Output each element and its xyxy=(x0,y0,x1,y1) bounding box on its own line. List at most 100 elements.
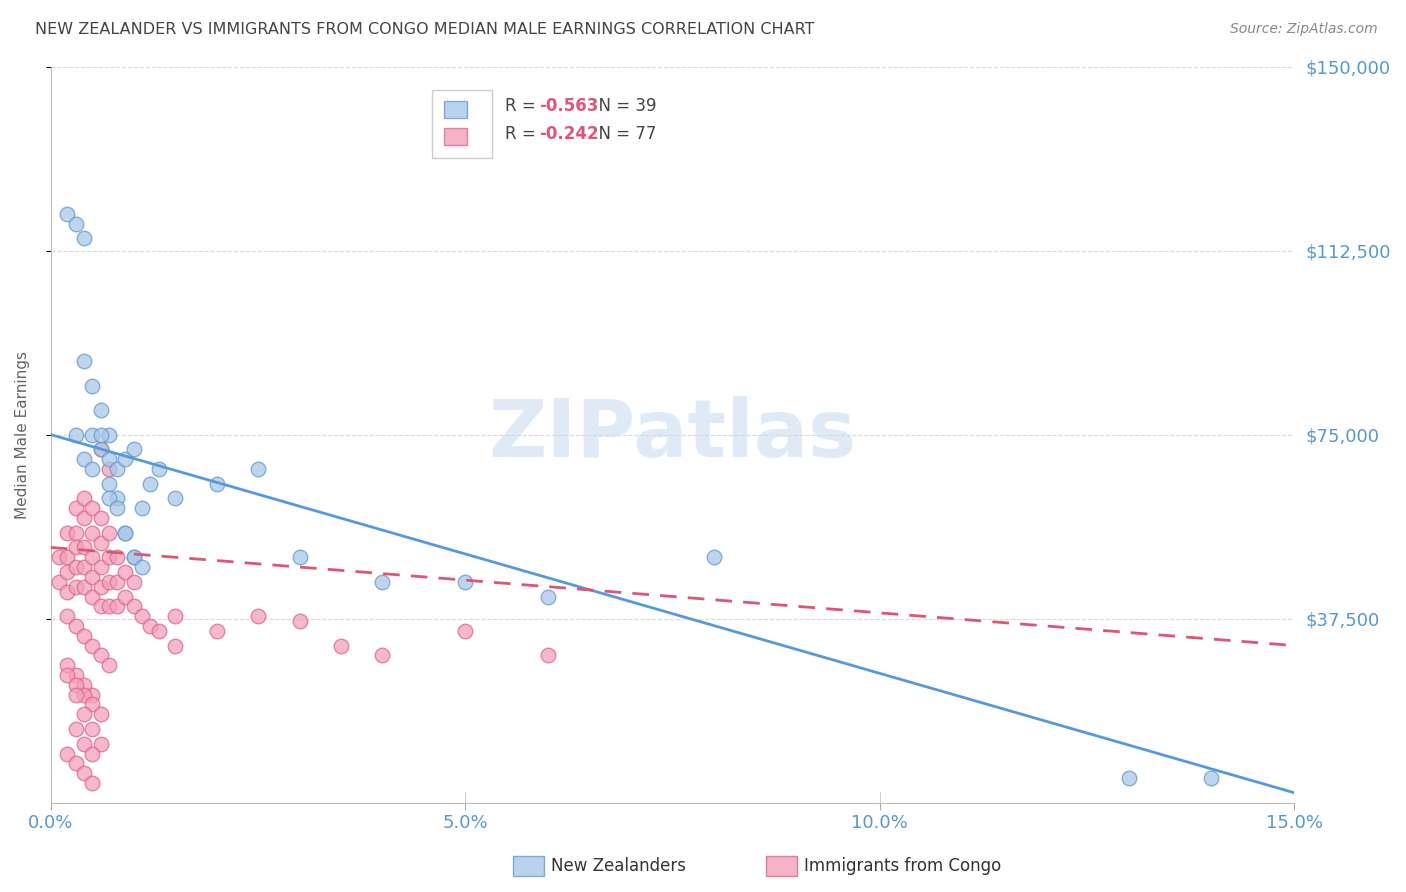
Point xyxy=(56,668,79,682)
Point xyxy=(48,574,70,589)
Point xyxy=(122,599,145,614)
Point xyxy=(82,722,104,736)
Point xyxy=(90,648,112,663)
Point xyxy=(73,580,96,594)
Point xyxy=(537,648,560,663)
Text: R =: R = xyxy=(505,96,541,114)
Legend: , : , xyxy=(432,90,492,158)
Point xyxy=(82,427,104,442)
Text: N = 77: N = 77 xyxy=(588,125,657,144)
Point xyxy=(131,501,153,516)
Point xyxy=(65,688,87,702)
Point xyxy=(82,698,104,712)
Point xyxy=(82,378,104,392)
Point xyxy=(1118,771,1140,785)
Point xyxy=(97,658,120,673)
Point xyxy=(288,550,311,565)
Point xyxy=(105,599,128,614)
Point xyxy=(97,550,120,565)
Point xyxy=(82,590,104,604)
Point xyxy=(56,584,79,599)
Point xyxy=(97,491,120,506)
Point xyxy=(48,550,70,565)
Text: ZIPatlas: ZIPatlas xyxy=(488,395,856,474)
Point xyxy=(56,609,79,624)
Point xyxy=(56,550,79,565)
Point xyxy=(65,756,87,771)
Point xyxy=(65,501,87,516)
Point xyxy=(105,491,128,506)
Point xyxy=(97,427,120,442)
Point xyxy=(82,570,104,584)
Point xyxy=(73,452,96,467)
Point xyxy=(1201,771,1223,785)
Text: Immigrants from Congo: Immigrants from Congo xyxy=(804,857,1001,875)
Point xyxy=(97,525,120,540)
Point xyxy=(56,658,79,673)
Point xyxy=(97,599,120,614)
Text: -0.563: -0.563 xyxy=(540,96,599,114)
Point xyxy=(73,541,96,555)
Point xyxy=(122,550,145,565)
Point xyxy=(90,560,112,574)
Point xyxy=(56,747,79,761)
Point xyxy=(247,609,270,624)
Point xyxy=(454,624,477,638)
Point xyxy=(537,590,560,604)
Text: Source: ZipAtlas.com: Source: ZipAtlas.com xyxy=(1230,22,1378,37)
Point xyxy=(205,624,228,638)
Point xyxy=(139,476,162,491)
Point xyxy=(454,574,477,589)
Point xyxy=(65,580,87,594)
Point xyxy=(122,442,145,457)
Point xyxy=(82,747,104,761)
Point xyxy=(114,525,136,540)
Point xyxy=(90,737,112,751)
Point xyxy=(65,619,87,633)
Point xyxy=(73,231,96,245)
Point xyxy=(90,403,112,417)
Point xyxy=(122,574,145,589)
Point xyxy=(56,207,79,221)
Point xyxy=(56,565,79,579)
Point xyxy=(90,427,112,442)
Point xyxy=(73,707,96,722)
Point xyxy=(73,737,96,751)
Point xyxy=(90,442,112,457)
Point xyxy=(148,624,170,638)
Point xyxy=(97,476,120,491)
Point xyxy=(56,525,79,540)
Point xyxy=(65,560,87,574)
Point xyxy=(73,766,96,780)
Point xyxy=(73,511,96,525)
Point xyxy=(73,629,96,643)
Point xyxy=(73,688,96,702)
Point xyxy=(247,462,270,476)
Point xyxy=(73,560,96,574)
Point xyxy=(73,354,96,368)
Point xyxy=(105,574,128,589)
Point xyxy=(73,678,96,692)
Point xyxy=(371,574,394,589)
Point xyxy=(90,442,112,457)
Text: N = 39: N = 39 xyxy=(588,96,657,114)
Point xyxy=(330,639,353,653)
Point xyxy=(131,609,153,624)
Point xyxy=(82,639,104,653)
Point xyxy=(105,550,128,565)
Text: -0.242: -0.242 xyxy=(540,125,599,144)
Point xyxy=(165,491,187,506)
Point xyxy=(105,501,128,516)
Point xyxy=(73,491,96,506)
Point xyxy=(288,614,311,628)
Point xyxy=(148,462,170,476)
Point xyxy=(131,560,153,574)
Point xyxy=(65,722,87,736)
Point xyxy=(90,707,112,722)
Point xyxy=(114,452,136,467)
Text: NEW ZEALANDER VS IMMIGRANTS FROM CONGO MEDIAN MALE EARNINGS CORRELATION CHART: NEW ZEALANDER VS IMMIGRANTS FROM CONGO M… xyxy=(35,22,814,37)
Point xyxy=(82,501,104,516)
Point xyxy=(122,550,145,565)
Point xyxy=(65,678,87,692)
Point xyxy=(371,648,394,663)
